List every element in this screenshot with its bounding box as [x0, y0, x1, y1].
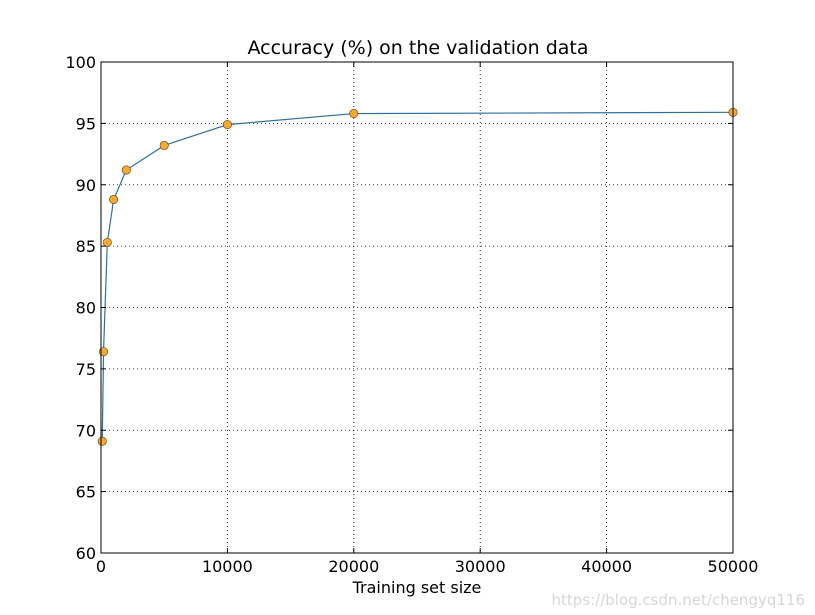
x-tick-label: 50000	[708, 557, 759, 576]
watermark-text: https://blog.csdn.net/chengyq116	[551, 591, 806, 609]
y-tick-label: 60	[76, 544, 96, 563]
data-point	[159, 140, 169, 150]
data-point	[102, 237, 112, 247]
data-point	[121, 165, 131, 175]
grid-lines	[101, 62, 733, 553]
x-tick-label: 20000	[328, 557, 379, 576]
y-tick-labels: 60 65 70 75 80 85 90 95 100	[65, 53, 96, 563]
y-tick-label: 100	[65, 53, 96, 72]
data-point	[349, 109, 359, 119]
x-tick-label: 40000	[581, 557, 632, 576]
x-tick-labels: 0 10000 20000 30000 40000 50000	[96, 557, 759, 576]
y-tick-label: 90	[76, 176, 96, 195]
y-tick-label: 95	[76, 114, 96, 133]
x-tick-label: 30000	[455, 557, 506, 576]
data-point	[97, 436, 107, 446]
chart-title: Accuracy (%) on the validation data	[247, 37, 588, 59]
y-tick-label: 70	[76, 421, 96, 440]
y-tick-label: 75	[76, 360, 96, 379]
y-tick-label: 85	[76, 237, 96, 256]
axis-ticks	[100, 61, 734, 554]
data-point	[109, 194, 119, 204]
data-series	[97, 107, 738, 446]
data-point	[222, 120, 232, 130]
y-tick-label: 80	[76, 299, 96, 318]
series-line	[101, 111, 734, 442]
y-tick-label: 65	[76, 483, 96, 502]
x-tick-label: 10000	[202, 557, 253, 576]
x-tick-label: 0	[96, 557, 106, 576]
x-axis-label: Training set size	[352, 578, 482, 597]
